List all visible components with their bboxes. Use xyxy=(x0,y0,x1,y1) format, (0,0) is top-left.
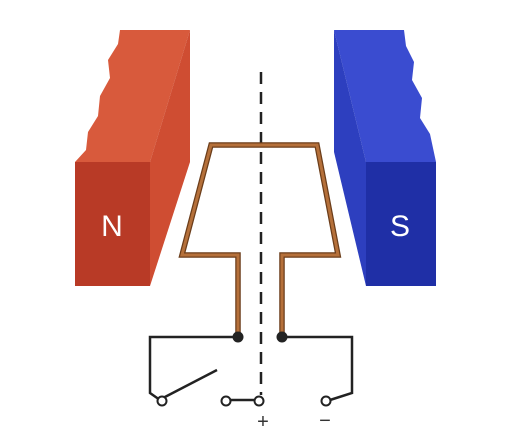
switch-pivot-terminal xyxy=(156,395,168,407)
plus-terminal-label: + xyxy=(257,411,269,433)
switch-contact-terminal xyxy=(220,395,232,407)
coil-left-contact xyxy=(232,331,244,343)
left-circuit-wire xyxy=(148,335,238,402)
north-pole-label: N xyxy=(101,210,123,243)
south-magnet: S xyxy=(334,30,436,286)
south-pole-label: S xyxy=(390,210,410,243)
south-magnet-front xyxy=(366,162,436,286)
coil-right-contact xyxy=(276,331,288,343)
coil-loop xyxy=(178,142,342,337)
coil-wire xyxy=(180,143,340,337)
minus-terminal-label: − xyxy=(319,410,331,432)
switch-lever xyxy=(162,368,218,400)
south-magnet-side xyxy=(334,30,366,286)
circuit: + − xyxy=(148,331,354,433)
plus-terminal xyxy=(253,395,265,407)
right-circuit-wire xyxy=(282,335,354,402)
north-magnet-side xyxy=(150,30,190,286)
south-magnet-top xyxy=(334,30,436,162)
minus-terminal xyxy=(320,395,332,407)
north-magnet-top xyxy=(75,30,190,162)
north-magnet: N xyxy=(75,30,190,286)
north-magnet-front xyxy=(75,162,150,286)
